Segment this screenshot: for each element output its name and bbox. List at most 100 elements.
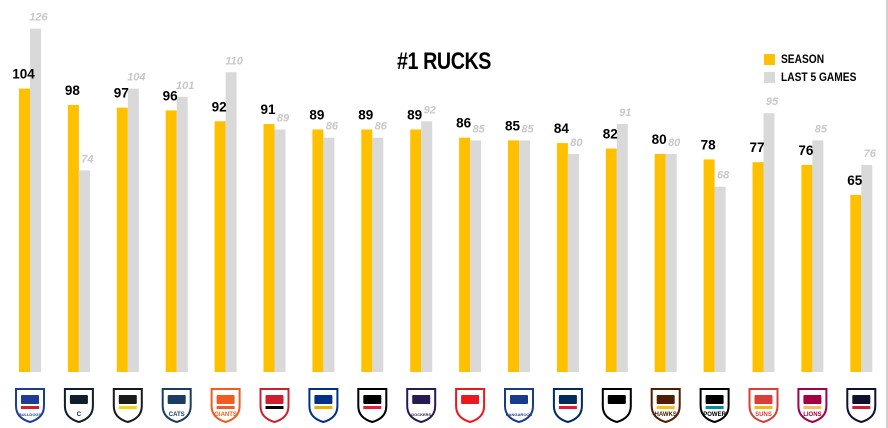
geelong-logo: CATS [161, 388, 192, 424]
label-season: 89 [309, 107, 324, 122]
bar-last5 [665, 154, 677, 372]
svg-text:DOCKERS: DOCKERS [411, 412, 431, 417]
bar-season [361, 129, 373, 372]
label-season: 77 [749, 140, 764, 155]
label-last5: 91 [619, 107, 631, 119]
label-last5: 92 [424, 104, 436, 116]
label-last5: 85 [472, 123, 485, 135]
legend-label-season: SEASON [781, 52, 825, 66]
label-last5: 68 [717, 170, 730, 182]
bulldogs-logo: BULLDOGS [15, 388, 45, 424]
bar-last5 [616, 124, 628, 373]
svg-text:BULLDOGS: BULLDOGS [19, 412, 42, 417]
bar-season [67, 104, 79, 372]
svg-text:GIANTS: GIANTS [214, 412, 237, 418]
chart-title: #1 RUCKS [396, 48, 492, 75]
stkilda-logo [357, 388, 388, 424]
essendon-logo [259, 388, 290, 424]
svg-text:HAWKS: HAWKS [655, 412, 677, 418]
bar-last5 [567, 154, 579, 372]
label-last5: 80 [570, 137, 583, 149]
label-last5: 76 [864, 148, 877, 160]
label-season: 78 [701, 137, 717, 152]
richmond-logo [112, 388, 143, 424]
collingwood-logo [601, 388, 632, 424]
label-last5: 86 [375, 121, 388, 133]
bar-season [850, 194, 862, 372]
bar-season [605, 148, 617, 372]
bar-season [703, 159, 715, 372]
label-last5: 104 [127, 72, 145, 84]
label-last5: 89 [277, 112, 290, 124]
bar-last5 [372, 137, 384, 372]
bar-last5 [470, 140, 482, 372]
label-season: 104 [12, 67, 35, 82]
legend-swatch-last5 [764, 71, 775, 83]
bar-last5 [519, 140, 530, 372]
label-season: 89 [407, 107, 422, 122]
bar-last5 [763, 113, 775, 372]
bar-season [214, 121, 226, 372]
label-season: 80 [652, 132, 667, 147]
label-season: 91 [260, 102, 276, 117]
melbourne-logo [846, 388, 877, 424]
bar-last5 [421, 121, 433, 372]
sydney-logo [455, 388, 486, 424]
bar-last5 [176, 96, 188, 373]
bar-season [508, 140, 519, 372]
bar-season [654, 154, 666, 372]
gws-logo: GIANTS [210, 388, 241, 424]
label-season: 84 [554, 121, 570, 136]
bar-season [410, 129, 422, 372]
label-season: 82 [603, 127, 618, 142]
legend: SEASON LAST 5 GAMES [764, 50, 870, 86]
frame-edge [886, 0, 888, 428]
brisbane-logo: LIONS [797, 388, 828, 424]
svg-text:SUNS: SUNS [755, 412, 772, 418]
bar-season [19, 88, 30, 372]
label-season: 98 [65, 83, 81, 98]
legend-swatch-season [764, 53, 775, 65]
legend-item-season: SEASON [764, 50, 870, 68]
bar-season [556, 143, 568, 372]
legend-label-last5: LAST 5 GAMES [781, 70, 857, 84]
bar-season [312, 129, 324, 372]
bar-season [165, 110, 177, 373]
label-season: 86 [456, 116, 472, 131]
bar-last5 [861, 164, 873, 372]
label-season: 76 [798, 143, 814, 158]
svg-text:POWER: POWER [703, 412, 726, 418]
svg-text:LIONS: LIONS [803, 412, 821, 418]
bar-last5 [127, 88, 139, 372]
label-last5: 85 [521, 123, 534, 135]
label-last5: 101 [176, 80, 194, 92]
bar-last5 [812, 140, 824, 372]
bar-last5 [78, 170, 90, 372]
bar-last5 [714, 186, 726, 372]
label-season: 92 [212, 99, 227, 114]
legend-item-last5: LAST 5 GAMES [764, 68, 870, 86]
bar-season [459, 137, 471, 372]
label-last5: 85 [815, 123, 828, 135]
svg-text:CATS: CATS [169, 412, 185, 418]
label-season: 85 [505, 118, 521, 133]
label-season: 97 [114, 86, 129, 101]
label-last5: 126 [29, 12, 48, 24]
bar-last5 [30, 28, 41, 373]
adelaide-logo [552, 388, 583, 424]
bar-season [263, 124, 275, 373]
team-logos-group: BULLDOGS C CATS GIANTS DOCKERS KANGAROOS HAWKS… [15, 388, 877, 424]
westcoast-logo [308, 388, 339, 424]
northmelbourne-logo: KANGAROOS [504, 388, 534, 424]
goldcoast-logo: SUNS [748, 388, 779, 424]
bar-last5 [274, 129, 286, 372]
label-last5: 110 [225, 55, 243, 67]
label-last5: 95 [766, 96, 779, 108]
bars-group [19, 28, 873, 373]
label-season: 96 [163, 88, 179, 103]
label-last5: 86 [326, 121, 339, 133]
portadelaide-logo: POWER [699, 388, 730, 424]
svg-text:C: C [77, 412, 82, 418]
